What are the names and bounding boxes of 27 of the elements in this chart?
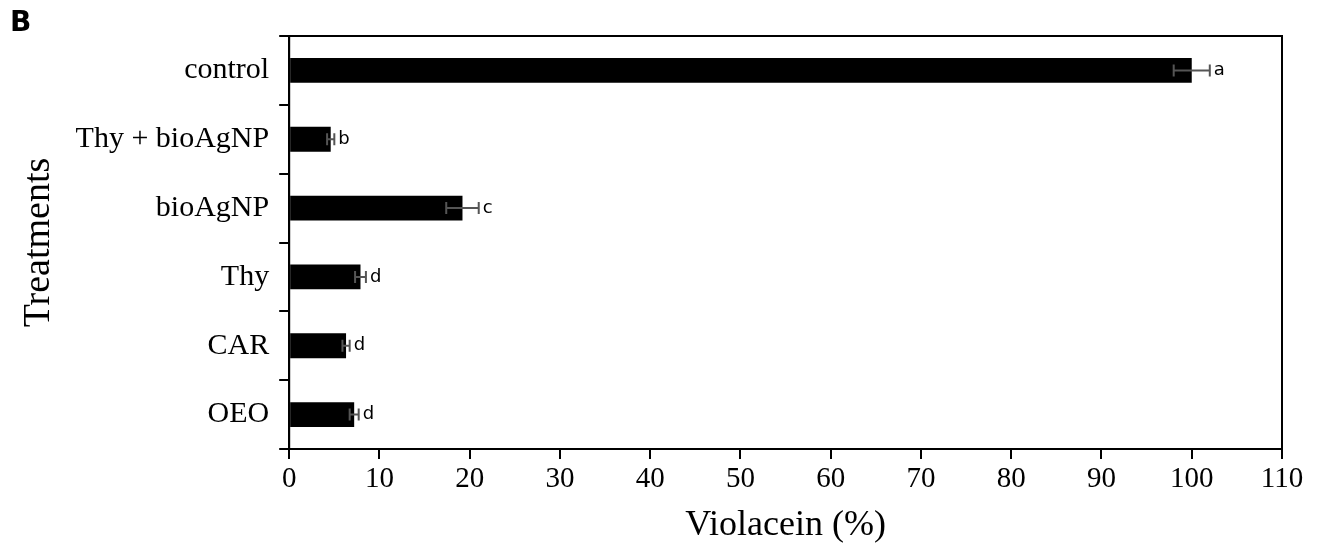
x-tick-label: 50 xyxy=(725,461,755,494)
x-tick-label: 40 xyxy=(635,461,665,494)
x-tick-label: 110 xyxy=(1260,461,1304,494)
y-tick-label: control xyxy=(184,51,270,85)
annotation: d xyxy=(369,264,382,286)
x-tick-label: 0 xyxy=(281,461,297,494)
y-tick-label: Thy + bioAgNP xyxy=(75,120,270,154)
annotation: a xyxy=(1213,58,1225,80)
y-tick-label: bioAgNP xyxy=(155,188,270,222)
x-tick-label: 20 xyxy=(455,461,485,494)
x-axis-title: Violacein (%) xyxy=(685,502,886,543)
x-tick-label: 90 xyxy=(1086,461,1116,494)
x-tick-label: 100 xyxy=(1169,461,1214,494)
annotation: b xyxy=(338,126,350,148)
x-tick-label: 60 xyxy=(816,461,846,494)
x-tick-label: 10 xyxy=(364,461,394,494)
y-tick-label: OEO xyxy=(207,395,270,429)
y-tick-label: Thy xyxy=(220,257,270,291)
annotation: d xyxy=(353,333,366,355)
x-tick-label: 30 xyxy=(545,461,575,494)
x-tick-label: 80 xyxy=(996,461,1026,494)
y-axis-title: Treatments xyxy=(14,157,57,328)
x-tick-label: 70 xyxy=(906,461,936,494)
annotation: d xyxy=(362,402,375,424)
annotation: c xyxy=(482,195,493,217)
y-tick-label: CAR xyxy=(207,326,270,360)
text: B xyxy=(10,5,32,39)
